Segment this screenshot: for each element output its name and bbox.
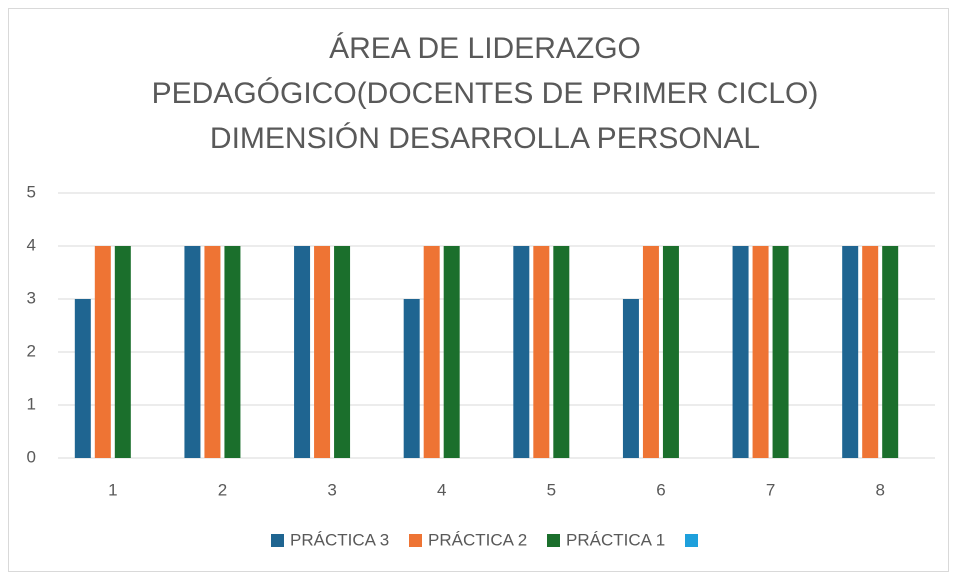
y-tick-label: 2 bbox=[27, 341, 36, 360]
x-tick-label: 2 bbox=[218, 480, 227, 499]
bar bbox=[862, 246, 879, 458]
y-tick-label: 5 bbox=[27, 182, 36, 201]
legend-swatch bbox=[271, 534, 284, 547]
legend-label: PRÁCTICA 3 bbox=[290, 530, 389, 549]
bar bbox=[294, 246, 311, 458]
chart-title: DIMENSIÓN DESARROLLA PERSONAL bbox=[210, 122, 760, 155]
bar bbox=[94, 246, 111, 458]
bar bbox=[443, 246, 460, 458]
chart-title: PEDAGÓGICO(DOCENTES DE PRIMER CICLO) bbox=[152, 77, 819, 110]
bar bbox=[662, 246, 679, 458]
x-tick-label: 7 bbox=[766, 480, 775, 499]
legend-label: PRÁCTICA 1 bbox=[566, 530, 665, 549]
bar bbox=[642, 246, 659, 458]
bar bbox=[184, 246, 201, 458]
x-tick-label: 6 bbox=[656, 480, 665, 499]
bar bbox=[513, 246, 530, 458]
y-tick-label: 0 bbox=[27, 447, 36, 466]
chart-title: ÁREA DE LIDERAZGO bbox=[329, 32, 641, 65]
bar bbox=[334, 246, 351, 458]
bar bbox=[732, 246, 749, 458]
bar bbox=[224, 246, 241, 458]
x-tick-label: 5 bbox=[547, 480, 556, 499]
legend-swatch bbox=[547, 534, 560, 547]
bar bbox=[423, 246, 440, 458]
x-tick-label: 3 bbox=[327, 480, 336, 499]
chart-border bbox=[8, 8, 949, 572]
bar bbox=[842, 246, 859, 458]
bar bbox=[403, 299, 420, 458]
bar bbox=[752, 246, 769, 458]
bar bbox=[114, 246, 131, 458]
bar bbox=[553, 246, 570, 458]
bar bbox=[74, 299, 91, 458]
bar bbox=[772, 246, 789, 458]
y-tick-label: 3 bbox=[27, 288, 36, 307]
bar bbox=[533, 246, 550, 458]
legend-swatch bbox=[685, 534, 698, 547]
y-tick-label: 1 bbox=[27, 394, 36, 413]
x-tick-label: 4 bbox=[437, 480, 446, 499]
y-tick-label: 4 bbox=[27, 235, 36, 254]
x-tick-label: 1 bbox=[108, 480, 117, 499]
bar bbox=[204, 246, 221, 458]
legend-label: PRÁCTICA 2 bbox=[428, 530, 527, 549]
legend-swatch bbox=[409, 534, 422, 547]
bar bbox=[882, 246, 899, 458]
bar bbox=[622, 299, 639, 458]
x-tick-label: 8 bbox=[875, 480, 884, 499]
bar bbox=[314, 246, 331, 458]
